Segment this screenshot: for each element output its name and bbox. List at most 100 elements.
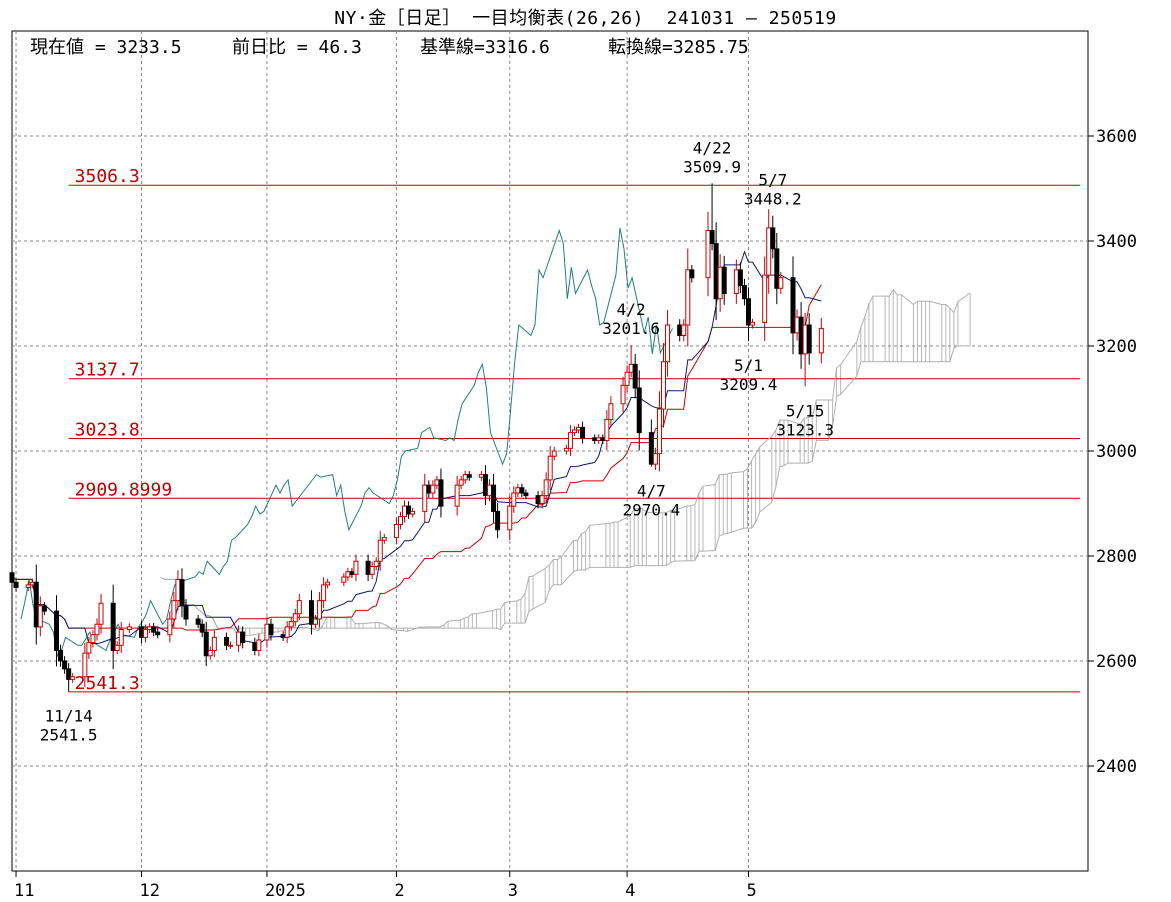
candle-body	[762, 274, 768, 323]
candle-body	[750, 321, 756, 326]
x-tick-label: 5	[746, 881, 756, 901]
candle-body	[183, 605, 189, 620]
chikou-span	[20, 227, 674, 657]
candle-body	[539, 495, 545, 504]
candle-body	[818, 327, 824, 354]
candle-body	[426, 484, 432, 494]
annotation-date: 4/7	[637, 482, 666, 501]
candle-body	[397, 516, 403, 525]
candle-body	[665, 324, 671, 363]
candle-body	[179, 579, 185, 607]
candle-body	[422, 484, 428, 512]
y-tick-label: 2800	[1096, 547, 1137, 567]
candle-body	[151, 626, 157, 633]
candle-body	[592, 437, 598, 441]
candle-body	[377, 539, 383, 562]
y-tick-label: 3400	[1096, 232, 1137, 252]
level-label: 3506.3	[75, 166, 140, 187]
candle-body	[240, 631, 246, 644]
y-tick-label: 3600	[1096, 127, 1137, 147]
candle-body	[551, 450, 557, 457]
candle-body	[41, 605, 47, 612]
candle-body	[709, 230, 715, 245]
annotation-value: 3201.6	[602, 319, 660, 338]
candle-body	[203, 631, 209, 657]
candle-body	[721, 266, 727, 294]
candle-body	[308, 600, 314, 625]
candle-body	[567, 432, 573, 449]
annotation-value: 2541.5	[40, 726, 98, 745]
candle-body	[147, 626, 153, 630]
candle-body	[632, 363, 638, 389]
candle-body	[438, 479, 444, 507]
candle-body	[462, 474, 468, 481]
candle-body	[296, 600, 302, 615]
candle-body	[745, 298, 751, 326]
candle-body	[345, 571, 351, 578]
candle-body	[256, 639, 262, 651]
candle-body	[604, 419, 610, 441]
candle-body	[794, 316, 800, 334]
candle-body	[341, 576, 347, 583]
candle-body	[774, 248, 780, 289]
candle-body	[280, 634, 286, 638]
candle-body	[535, 495, 541, 504]
x-tick-label: 12	[139, 881, 159, 901]
candle-body	[402, 505, 408, 518]
candle-body	[656, 408, 662, 455]
candle-body	[114, 644, 120, 651]
candle-body	[580, 426, 586, 439]
candle-body	[207, 650, 213, 657]
candle-body	[143, 629, 149, 638]
candle-body	[288, 621, 294, 628]
candle-body	[37, 605, 43, 628]
level-label: 3137.7	[75, 360, 140, 381]
candle-body	[563, 447, 569, 452]
x-tick-label: 4	[625, 881, 635, 901]
candle-body	[458, 479, 464, 486]
x-tick-label: 3	[508, 881, 518, 901]
candle-body	[381, 537, 387, 541]
annotation-date: 5/15	[786, 401, 825, 420]
candle-body	[13, 581, 19, 588]
y-tick-label: 2400	[1096, 757, 1137, 777]
candle-body	[802, 324, 808, 355]
candle-body	[482, 474, 488, 497]
candle-body	[82, 652, 88, 678]
candle-body	[766, 227, 772, 276]
candle-body	[9, 572, 15, 583]
candle-body	[312, 618, 318, 625]
candle-body	[798, 316, 804, 355]
annotation-date: 5/1	[734, 356, 763, 375]
candle-body	[410, 510, 416, 515]
candle-body	[608, 403, 614, 420]
candle-body	[58, 650, 64, 662]
candle-body	[175, 579, 181, 602]
candle-body	[515, 487, 521, 494]
candle-body	[596, 437, 602, 441]
annotation-date: 4/2	[617, 300, 646, 319]
annotation-value: 3448.2	[744, 190, 802, 209]
candle-body	[430, 484, 436, 494]
candle-body	[62, 660, 68, 670]
candle-body	[94, 623, 100, 636]
candle-body	[90, 634, 96, 644]
candle-body	[138, 626, 144, 638]
candle-body	[317, 600, 323, 620]
candle-body	[110, 602, 116, 651]
candle-body	[628, 363, 634, 373]
candle-body	[576, 426, 582, 431]
candle-body	[790, 277, 796, 334]
candle-body	[600, 437, 606, 441]
senkou-span-b	[160, 345, 971, 631]
candle-body	[167, 618, 173, 636]
candle-body	[29, 581, 35, 586]
candle-body	[268, 623, 274, 636]
candle-body	[636, 387, 642, 434]
candle-body	[321, 584, 327, 602]
annotation-value: 3509.9	[683, 157, 741, 176]
candle-body	[689, 269, 695, 279]
candle-body	[33, 581, 39, 628]
annotation-value: 2970.4	[622, 501, 680, 520]
candle-body	[648, 432, 654, 465]
